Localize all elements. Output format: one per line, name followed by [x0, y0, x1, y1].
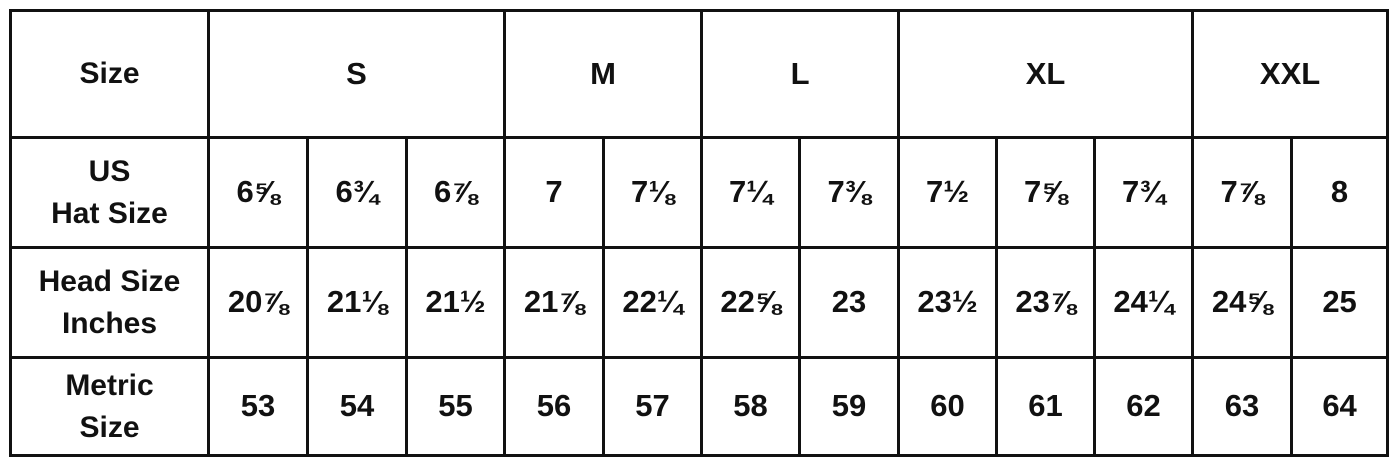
table-cell: 8: [1290, 136, 1390, 249]
table-cell: 7⅝: [995, 136, 1097, 249]
row-label-line: Head Size: [38, 264, 181, 298]
table-row: US Hat Size 6⅝ 6¾ 6⅞ 7 7⅛ 7¼ 7⅜ 7½ 7⅝ 7¾ 7⅞ 8: [9, 136, 1390, 249]
table-cell: 6¾: [306, 136, 408, 249]
table-cell: 6⅝: [207, 136, 309, 249]
hat-size-chart: Size S M L XL XXL US Hat Size 6⅝ 6¾ 6⅞ 7 7⅛ 7¼ 7⅜ 7½ 7⅝ 7…: [9, 9, 1390, 457]
row-label-line: Metric: [65, 368, 154, 402]
table-cell: 59: [798, 356, 901, 457]
table-cell: 54: [306, 356, 408, 457]
table-cell: 63: [1191, 356, 1294, 457]
table-cell: 20⅞: [207, 246, 309, 359]
table-cell: 21⅛: [306, 246, 408, 359]
table-cell: 6⅞: [404, 136, 507, 249]
row-label: Metric Size: [9, 356, 210, 457]
table-cell: 57: [602, 356, 704, 457]
table-cell: 23⅞: [995, 246, 1097, 359]
row-label-line: Size: [79, 410, 140, 444]
table-cell: 56: [503, 356, 606, 457]
size-group-m: M: [503, 9, 704, 139]
row-label: US Hat Size: [9, 136, 210, 249]
table-cell: 23½: [897, 246, 999, 359]
table-row: Metric Size 53 54 55 56 57 58 59 60 61 62 63 64: [9, 356, 1390, 457]
table-cell: 7¼: [700, 136, 802, 249]
table-cell: 7½: [897, 136, 999, 249]
table-row: Head Size Inches 20⅞ 21⅛ 21½ 21⅞ 22¼ 22⅝ 23 23½ 23…: [9, 246, 1390, 359]
table-cell: 61: [995, 356, 1097, 457]
table-cell: 53: [207, 356, 309, 457]
table-cell: 7⅜: [798, 136, 901, 249]
table-cell: 23: [798, 246, 901, 359]
table-cell: 7¾: [1093, 136, 1195, 249]
size-group-xl: XL: [897, 9, 1195, 139]
row-label-line: Inches: [61, 306, 158, 340]
table-cell: 7⅞: [1191, 136, 1294, 249]
table-cell: 25: [1290, 246, 1390, 359]
size-header-label: Size: [9, 9, 210, 139]
table-cell: 7⅛: [602, 136, 704, 249]
table-cell: 24⅝: [1191, 246, 1294, 359]
size-group-l: L: [700, 9, 901, 139]
size-group-s: S: [206, 9, 507, 139]
table-cell: 22⅝: [700, 246, 802, 359]
row-label-line: US: [88, 154, 131, 188]
table-cell: 21½: [404, 246, 507, 359]
table-cell: 21⅞: [503, 246, 606, 359]
table-cell: 58: [700, 356, 802, 457]
size-group-xxl: XXL: [1191, 9, 1390, 139]
table-cell: 24¼: [1093, 246, 1195, 359]
table-cell: 7: [503, 136, 606, 249]
table-cell: 55: [404, 356, 507, 457]
table-cell: 60: [897, 356, 999, 457]
row-label: Head Size Inches: [9, 246, 210, 359]
row-label-line: Hat Size: [51, 196, 168, 230]
table-cell: 62: [1093, 356, 1195, 457]
header-row: Size S M L XL XXL: [9, 9, 1390, 139]
table-cell: 22¼: [602, 246, 704, 359]
table-cell: 64: [1290, 356, 1390, 457]
